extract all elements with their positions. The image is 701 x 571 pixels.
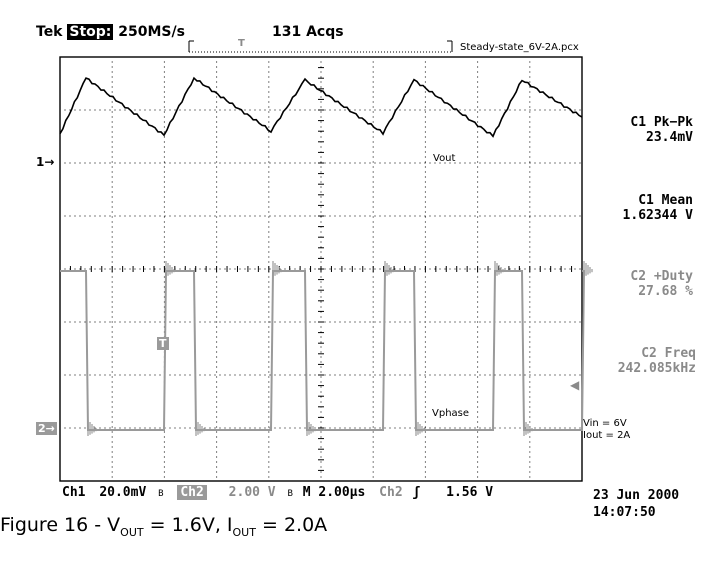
footer-readouts: Ch1 20.0mV B Ch2 2.00 V B M 2.00µs Ch2 ʃ…	[62, 485, 493, 500]
trigger-slope-icon: ʃ	[412, 485, 421, 500]
figure-caption: Figure 16 - VOUT = 1.6V, IOUT = 2.0A	[0, 514, 327, 539]
time: 14:07:50	[593, 505, 656, 520]
timebase: M 2.00µs	[302, 485, 366, 500]
timestamp: 23 Jun 2000 14:07:50	[593, 487, 679, 521]
ch1-ground-marker: 1→	[36, 155, 55, 169]
ch1-bandwidth-icon: B	[158, 489, 164, 499]
ch2-ringing	[87, 261, 593, 436]
brand-label: Tek	[36, 24, 63, 40]
caption-prefix: Figure 16 - V	[0, 514, 121, 536]
caption-sub-out: OUT	[120, 525, 144, 539]
acquisition-count: 131 Acqs	[272, 24, 344, 40]
trigger-level: 1.56 V	[446, 485, 494, 500]
trigger-level-arrow: ◀	[570, 378, 580, 392]
trigger-source: Ch2	[379, 485, 403, 500]
measurement-value: 23.4mV	[646, 130, 693, 145]
measurement-c1-pkpk: C1 Pk−Pk 23.4mV	[630, 115, 693, 145]
caption-sub-out-2: OUT	[232, 525, 256, 539]
date: 23 Jun 2000	[593, 488, 680, 503]
measurement-c2-freq: C2 Freq 242.085kHz	[618, 346, 696, 376]
scope-header: Tek Stop: 250MS/s	[36, 24, 185, 40]
measurement-label: C1 Mean	[638, 193, 693, 208]
measurement-value: 242.085kHz	[617, 361, 696, 376]
measurement-c1-mean: C1 Mean 1.62344 V	[623, 193, 693, 223]
measurement-value: 1.62344 V	[622, 208, 693, 223]
ch1-trace	[59, 76, 583, 138]
ch1-scale: 20.0mV	[99, 485, 147, 500]
trigger-position-bracket	[188, 40, 453, 53]
trigger-level-marker: T	[157, 332, 169, 351]
sample-rate: 250MS/s	[118, 24, 185, 40]
trigger-position-marker: T	[238, 38, 245, 49]
measurement-c2-duty: C2 +Duty 27.68 %	[630, 269, 693, 299]
ch2-scale: 2.00 V	[228, 485, 276, 500]
iout-label: Iout = 2A	[583, 430, 631, 441]
vin-label: Vin = 6V	[583, 418, 627, 429]
caption-mid: = 1.6V, I	[143, 514, 233, 536]
trigger-marker-label: T	[157, 337, 169, 350]
ch1-label: Ch1	[62, 485, 86, 500]
ch2-bandwidth-icon: B	[287, 489, 293, 499]
measurement-label: C1 Pk−Pk	[630, 115, 693, 130]
ch2-label: Ch2	[177, 485, 207, 500]
measurement-label: C2 Freq	[641, 346, 696, 361]
graticule-grid	[59, 56, 581, 478]
ch2-trace	[60, 270, 586, 431]
vphase-label: Vphase	[432, 408, 470, 419]
caption-suffix: = 2.0A	[255, 514, 328, 536]
measurement-label: C2 +Duty	[630, 269, 693, 284]
ch2-marker-label: 2→	[36, 422, 57, 435]
acquisition-state: Stop:	[67, 24, 114, 40]
file-name: Steady-state_6V-2A.pcx	[460, 42, 579, 53]
measurement-value: 27.68 %	[638, 284, 693, 299]
ch2-ground-marker: 2→	[36, 422, 57, 435]
vout-label: Vout	[433, 153, 456, 164]
